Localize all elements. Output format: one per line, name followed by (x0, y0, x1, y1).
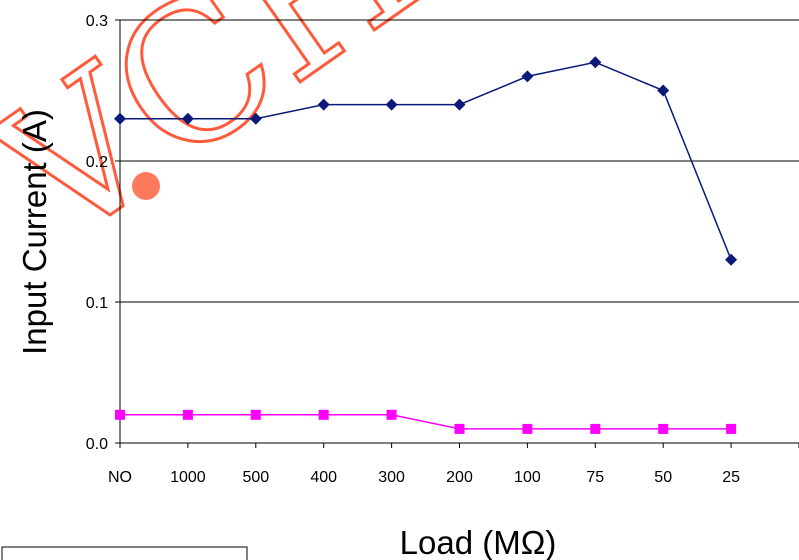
data-point-square (386, 409, 397, 420)
x-tick-label: 500 (242, 469, 269, 486)
data-point-diamond (657, 84, 670, 97)
x-tick-labels: NO 1000 500 400 300 200 100 75 50 25 (108, 469, 740, 486)
data-point-square (726, 423, 737, 434)
x-tick-label: 400 (310, 469, 337, 486)
legend-box (1, 546, 248, 560)
watermark: VCH (0, 0, 455, 290)
series-line (120, 61, 732, 260)
data-point-diamond (317, 98, 330, 111)
data-point-diamond (181, 112, 194, 125)
y-axis-title: Input Current (A) (16, 109, 53, 355)
x-tick-label: 200 (446, 469, 473, 486)
data-point-diamond (114, 112, 126, 125)
watermark-text: VCH (0, 0, 453, 288)
data-point-square (658, 423, 669, 434)
x-axis-title: Load (MΩ) (400, 524, 557, 560)
y-tick-label: 0.3 (86, 13, 108, 30)
series-1 (114, 56, 738, 266)
x-tick-label: 50 (654, 469, 672, 486)
data-point-square (250, 409, 261, 420)
x-tick-label: 1000 (170, 469, 206, 486)
x-tick-label: 100 (514, 469, 541, 486)
x-tick-label: NO (108, 469, 132, 486)
data-point-square (182, 409, 193, 420)
data-point-square (454, 423, 465, 434)
y-tick-label: 0.2 (86, 154, 108, 171)
data-point-square (590, 423, 601, 434)
data-point-square (318, 409, 329, 420)
data-point-diamond (249, 112, 262, 125)
y-tick-labels: 0.0 0.1 0.2 0.3 (86, 13, 108, 453)
data-point-diamond (725, 253, 738, 266)
series (114, 56, 738, 434)
x-tick-label: 300 (378, 469, 405, 486)
data-point-diamond (453, 98, 466, 111)
series-line (120, 414, 732, 430)
y-tick-label: 0.0 (86, 436, 108, 453)
series-2 (115, 409, 737, 434)
data-point-diamond (589, 56, 602, 69)
axes (115, 19, 799, 448)
x-tick-label: 75 (586, 469, 604, 486)
data-point-square (115, 409, 125, 420)
x-tick-label: 25 (722, 469, 740, 486)
data-point-diamond (521, 70, 534, 83)
y-tick-label: 0.1 (86, 295, 108, 312)
watermark-dot (132, 172, 160, 200)
data-point-square (522, 423, 533, 434)
data-point-diamond (385, 98, 398, 111)
grid (120, 19, 799, 303)
